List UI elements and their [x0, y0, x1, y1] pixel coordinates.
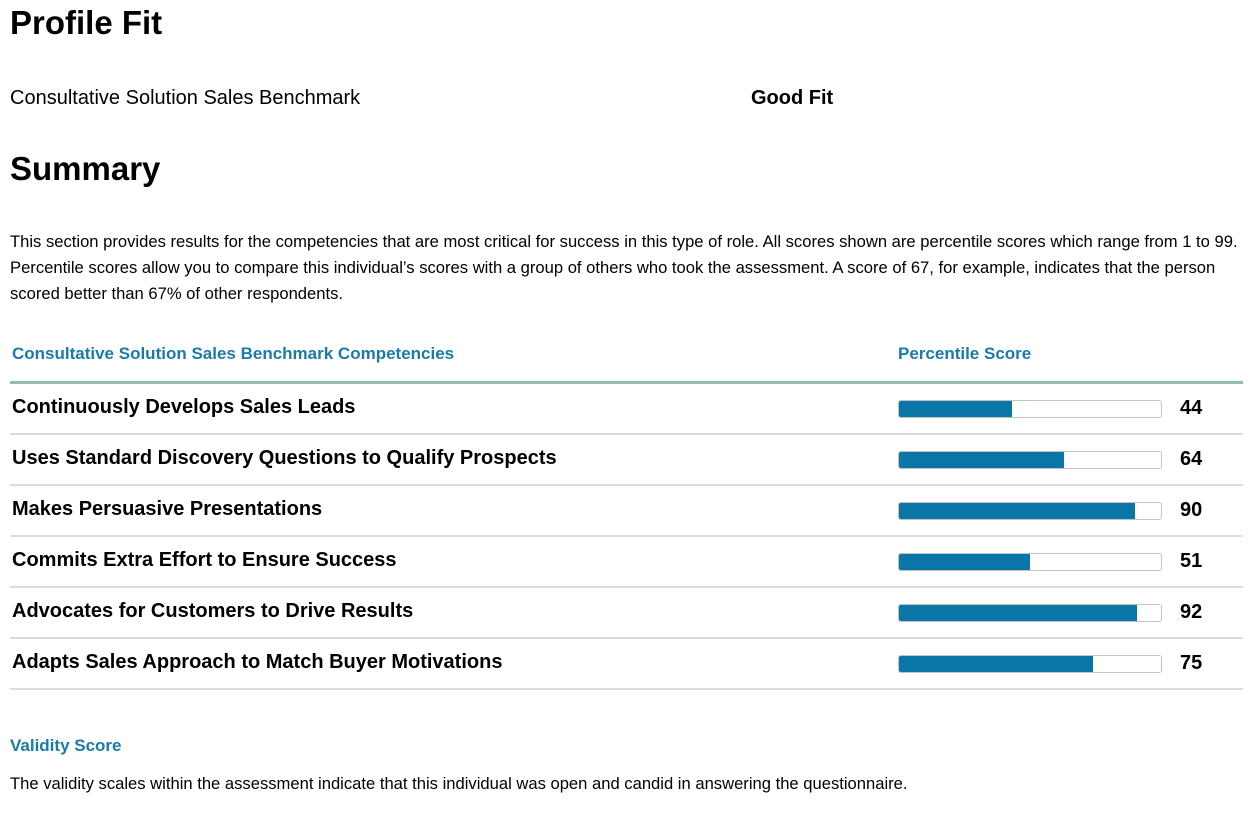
competency-label: Uses Standard Discovery Questions to Qua… — [12, 447, 557, 469]
percentile-score: 92 — [1180, 601, 1203, 623]
score-bar — [898, 553, 1162, 571]
score-bar-fill — [899, 554, 1030, 570]
percentile-score: 90 — [1180, 499, 1203, 521]
validity-score-title: Validity Score — [10, 736, 122, 755]
summary-intro: This section provides results for the co… — [10, 232, 1238, 303]
profile-fit-title: Profile Fit — [10, 4, 163, 41]
score-bar — [898, 604, 1162, 622]
competency-column-header: Consultative Solution Sales Benchmark Co… — [12, 344, 455, 363]
profile-fit-row: Consultative Solution Sales Benchmark Go… — [10, 85, 1243, 111]
percentile-score: 75 — [1180, 652, 1203, 674]
summary-title: Summary — [10, 150, 161, 187]
validity-score-text: The validity scales within the assessmen… — [10, 774, 908, 793]
competency-label: Advocates for Customers to Drive Results — [12, 600, 414, 622]
benchmark-name: Consultative Solution Sales Benchmark — [10, 87, 361, 109]
percentile-score: 64 — [1180, 448, 1203, 470]
competency-label: Commits Extra Effort to Ensure Success — [12, 549, 397, 571]
competency-label: Adapts Sales Approach to Match Buyer Mot… — [12, 651, 503, 673]
percentile-score: 44 — [1180, 397, 1203, 419]
table-row: Commits Extra Effort to Ensure Success 5… — [10, 537, 1243, 588]
table-row: Advocates for Customers to Drive Results… — [10, 588, 1243, 639]
score-bar-fill — [899, 503, 1135, 519]
fit-result: Good Fit — [751, 87, 834, 109]
score-bar-fill — [899, 656, 1093, 672]
score-bar-fill — [899, 401, 1012, 417]
score-bar — [898, 655, 1162, 673]
competency-label: Makes Persuasive Presentations — [12, 498, 323, 520]
score-column-header: Percentile Score — [898, 344, 1032, 363]
competency-rows: Continuously Develops Sales Leads 44 Use… — [10, 384, 1243, 690]
score-bar-fill — [899, 452, 1065, 468]
table-row: Uses Standard Discovery Questions to Qua… — [10, 435, 1243, 486]
score-bar — [898, 502, 1162, 520]
table-row: Makes Persuasive Presentations 90 — [10, 486, 1243, 537]
score-bar-fill — [899, 605, 1138, 621]
competency-table-header: Consultative Solution Sales Benchmark Co… — [10, 342, 1243, 366]
percentile-score: 51 — [1180, 550, 1203, 572]
score-bar — [898, 400, 1162, 418]
table-row: Adapts Sales Approach to Match Buyer Mot… — [10, 639, 1243, 690]
table-row: Continuously Develops Sales Leads 44 — [10, 384, 1243, 435]
competency-label: Continuously Develops Sales Leads — [12, 396, 356, 418]
header-divider — [10, 381, 1243, 384]
score-bar — [898, 451, 1162, 469]
